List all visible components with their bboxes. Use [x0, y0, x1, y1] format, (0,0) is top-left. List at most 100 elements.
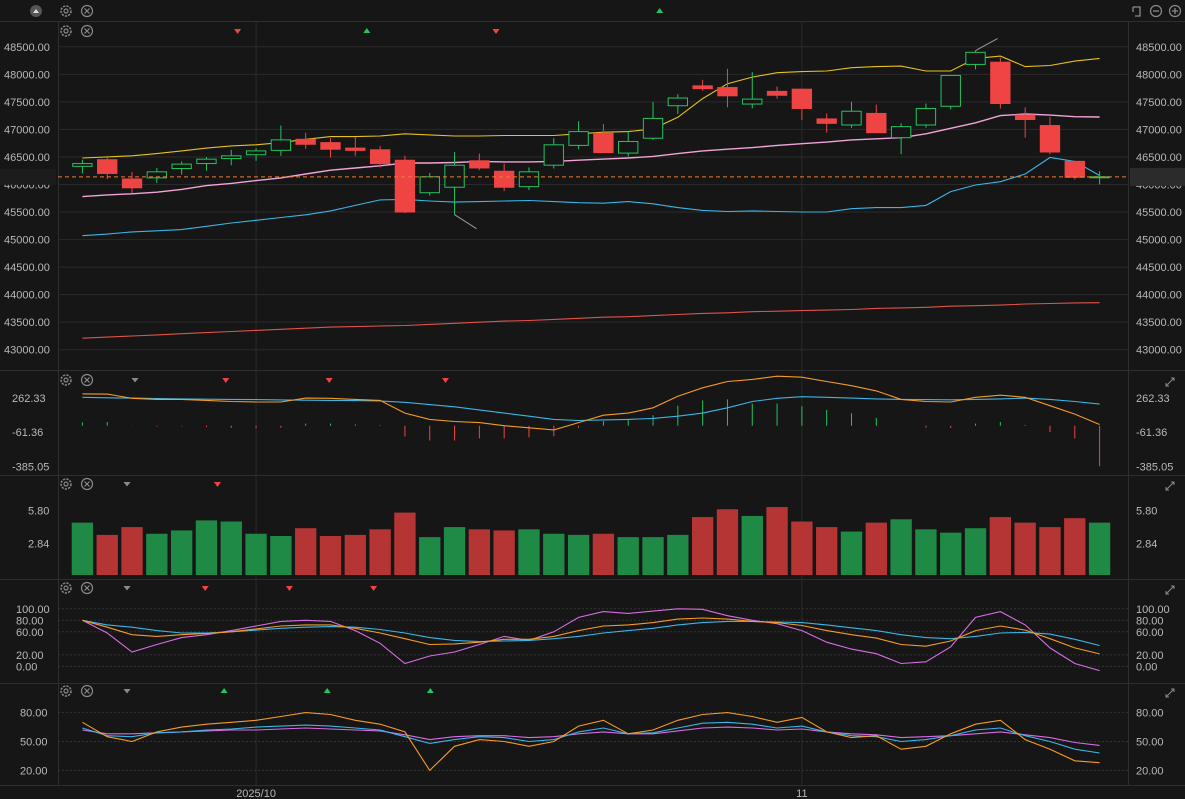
candle-3	[146, 167, 168, 183]
candle-4	[171, 161, 192, 175]
candle-29	[791, 88, 813, 121]
vol-bar-12	[369, 529, 391, 575]
kdj-tick-right-4: 0.00	[1136, 661, 1157, 673]
price-tick-left-1: 48000.00	[4, 69, 50, 81]
candle-body	[146, 171, 168, 179]
price-tick-left-0: 48500.00	[4, 42, 50, 54]
candle-7	[245, 148, 267, 161]
vol-bar-23	[642, 537, 664, 575]
macd-dropdown-icon[interactable]	[131, 378, 139, 383]
kdj-tick-left-2: 60.00	[16, 627, 44, 639]
zoom-out-icon[interactable]	[1149, 4, 1163, 18]
vol-tick-left-0: 5.80	[28, 505, 49, 517]
macd-gear-icon[interactable]	[60, 374, 72, 386]
kdj-tick-right-0: 100.00	[1136, 604, 1170, 616]
vol-bar-1	[96, 534, 118, 575]
rsi-close-icon[interactable]	[80, 684, 94, 698]
gear-icon-hub	[63, 688, 69, 694]
price-tick-right-6: 45500.00	[1136, 207, 1182, 219]
candle-32	[866, 104, 887, 134]
candle-body	[295, 138, 316, 145]
candle-body	[791, 88, 813, 109]
undo-icon-path	[1132, 6, 1141, 17]
down-arrow-icon	[214, 482, 221, 487]
gear-icon-teeth	[60, 478, 72, 490]
vol-bar-19	[543, 533, 565, 575]
rsi-expand-icon[interactable]	[1165, 688, 1175, 698]
kdj-gear-icon[interactable]	[60, 582, 72, 594]
vol-bar-29	[791, 521, 813, 575]
rsi-tick-right-2: 20.00	[1136, 765, 1164, 777]
vol-expand-icon[interactable]	[1165, 481, 1175, 491]
rsi-gear-icon[interactable]	[60, 685, 72, 697]
vol-gear-icon[interactable]	[60, 478, 72, 490]
price-tick-left-4: 46500.00	[4, 152, 50, 164]
kdj-dropdown-icon[interactable]	[123, 586, 131, 591]
gear-icon-hub	[63, 377, 69, 383]
candle-13	[394, 155, 416, 214]
close-icon-x	[84, 377, 90, 383]
undo-icon[interactable]	[1132, 6, 1141, 17]
boll-close-icon[interactable]	[80, 24, 94, 38]
candle-body	[171, 163, 192, 170]
candle-body	[245, 150, 267, 156]
candle-15	[444, 151, 465, 215]
candle-30	[816, 113, 837, 133]
price-tick-left-2: 47500.00	[4, 97, 50, 109]
price-tick-left-6: 45500.00	[4, 207, 50, 219]
kdj-tick-right-2: 60.00	[1136, 627, 1164, 639]
candle-body	[717, 87, 738, 97]
kdj-expand-icon[interactable]	[1165, 585, 1175, 595]
close-icon-x	[84, 481, 90, 487]
vol-close-icon[interactable]	[80, 477, 94, 491]
candle-5	[196, 156, 217, 171]
candle-26	[717, 68, 738, 108]
down-arrow-icon	[492, 29, 500, 34]
date-tick-0: 2025/10	[236, 788, 276, 799]
rsi1-line	[82, 712, 1100, 772]
close-icon-ring	[80, 581, 94, 595]
macd-tick-right-2: -385.05	[1136, 461, 1173, 473]
candle-24	[667, 94, 689, 114]
price-tick-left-7: 45000.00	[4, 235, 50, 247]
vol-bar-10	[319, 536, 342, 575]
kdj-close-icon[interactable]	[80, 581, 94, 595]
candle-19	[543, 138, 564, 169]
vol-bar-16	[468, 529, 491, 575]
macd-close-icon[interactable]	[80, 373, 94, 387]
zoom-in-icon[interactable]	[1168, 4, 1182, 18]
macd-expand-icon[interactable]	[1165, 377, 1175, 387]
candle-1	[97, 155, 118, 179]
close-icon[interactable]	[80, 4, 94, 18]
vol-dropdown-icon[interactable]	[123, 482, 131, 487]
gear-icon[interactable]	[60, 5, 72, 17]
collapse-icon[interactable]	[30, 5, 42, 17]
expand-icon-path	[1165, 688, 1175, 698]
candle-body	[692, 85, 713, 90]
price-tick-right-8: 44500.00	[1136, 262, 1182, 274]
macd-tick-left-2: -385.05	[12, 461, 49, 473]
candle-16	[469, 153, 490, 171]
gear-icon-teeth	[60, 374, 72, 386]
vol-tick-left-1: 2.84	[28, 538, 49, 550]
down-arrow-icon	[325, 378, 333, 383]
candle-36	[965, 50, 986, 70]
date-tick-1: 11	[796, 788, 807, 799]
candle-body	[593, 132, 614, 154]
down-arrow-icon	[370, 586, 378, 591]
vol-bar-28	[766, 507, 788, 575]
candle-39	[1039, 116, 1061, 155]
gear-icon-teeth	[60, 5, 72, 17]
close-icon-ring	[80, 24, 94, 38]
macd-tick-left-0: 262.33	[12, 393, 46, 405]
candle-body	[1014, 114, 1036, 120]
candle-18	[518, 167, 540, 190]
boll-gear-icon[interactable]	[60, 25, 72, 37]
last-price-right-box	[1130, 167, 1185, 186]
candle-body	[915, 107, 937, 126]
rsi-dropdown-icon[interactable]	[123, 689, 131, 694]
kdj-k-line	[82, 617, 1100, 655]
vol-bar-20	[567, 534, 590, 575]
candle-body	[221, 155, 242, 160]
ma250-up-arrow-icon	[656, 8, 664, 13]
